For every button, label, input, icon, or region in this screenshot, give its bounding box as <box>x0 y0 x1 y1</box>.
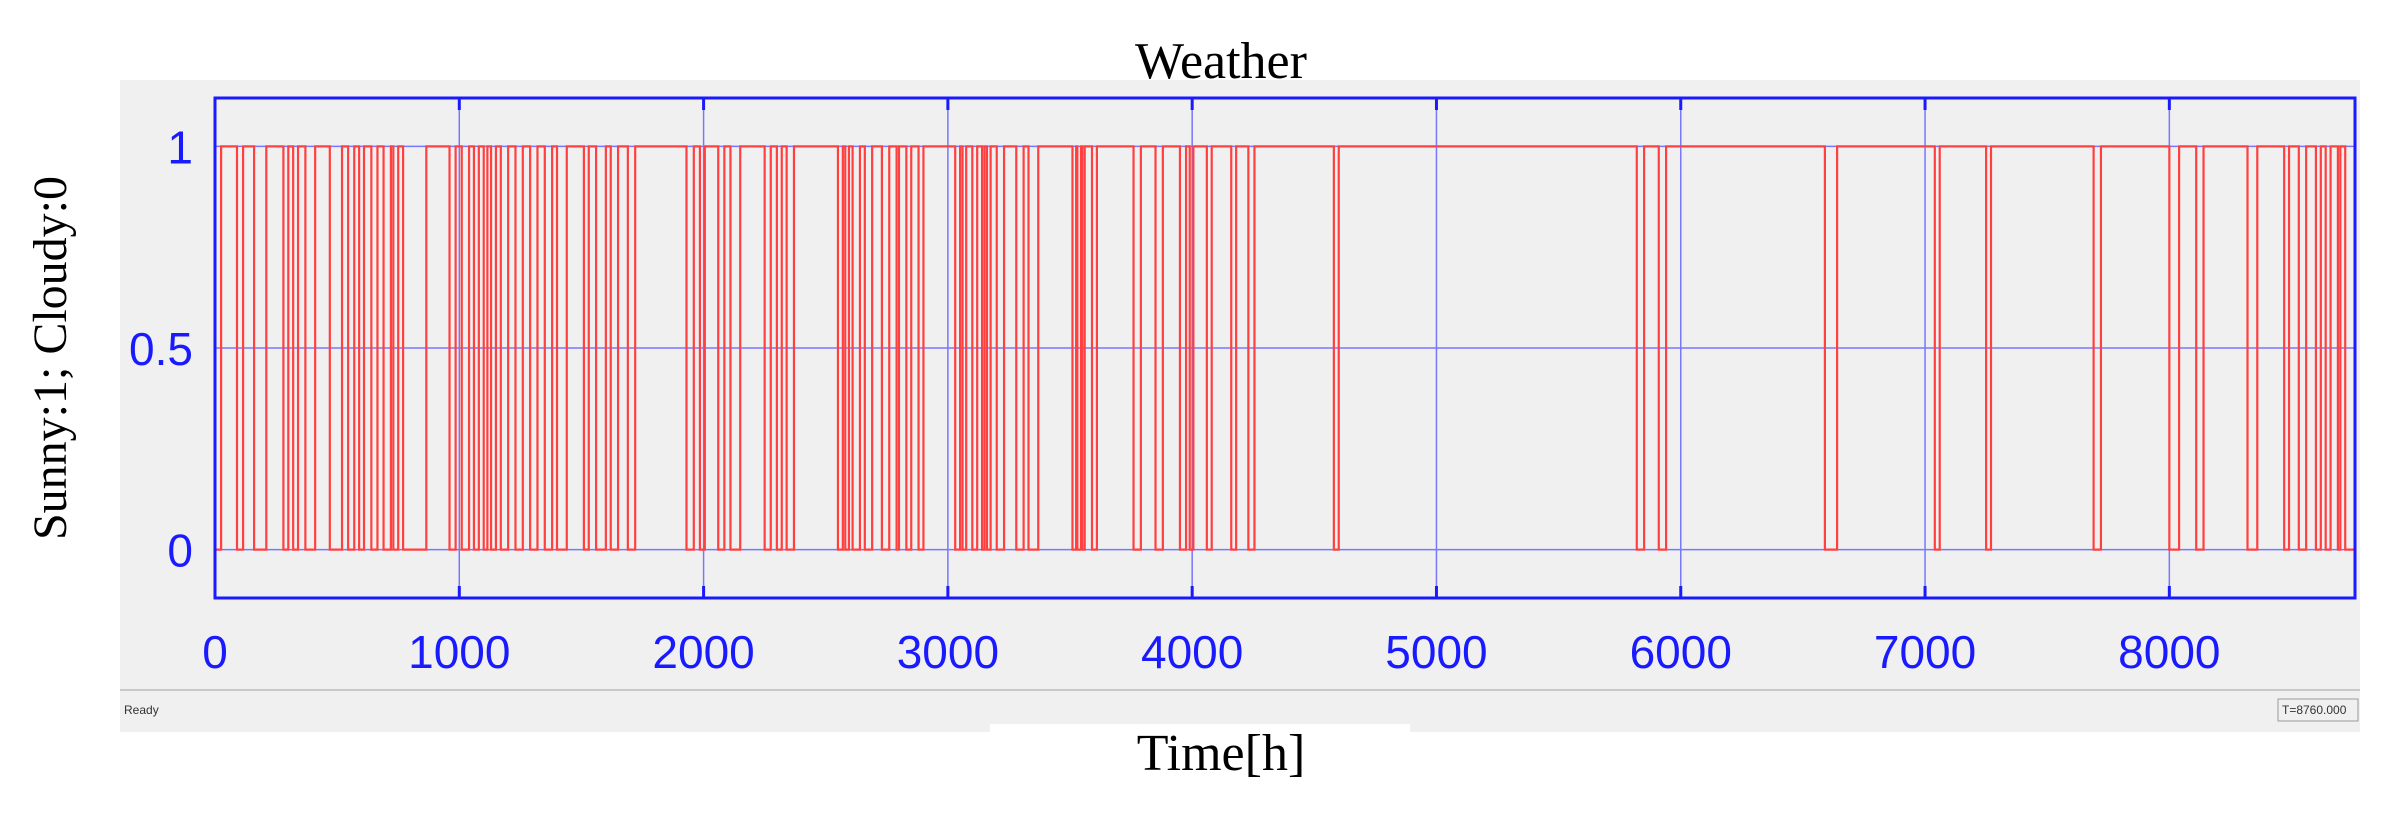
status-right: T=8760.000 <box>2282 703 2347 717</box>
x-tick-label-0: 0 <box>202 626 228 678</box>
status-left: Ready <box>124 703 159 717</box>
xlabel-backdrop <box>990 724 1410 794</box>
x-tick-label-6: 6000 <box>1630 626 1732 678</box>
series-group <box>213 145 2357 551</box>
y-tick-labels: 00.51 <box>129 121 193 576</box>
x-tick-label-7: 7000 <box>1874 626 1976 678</box>
x-tick-label-3: 3000 <box>897 626 999 678</box>
x-tick-label-2: 2000 <box>652 626 754 678</box>
x-tick-label-8: 8000 <box>2118 626 2220 678</box>
y-tick-label-1: 0.5 <box>129 323 193 375</box>
status-right-box <box>2277 698 2359 722</box>
x-tick-label-5: 5000 <box>1385 626 1487 678</box>
x-tick-labels: 0 1000 2000 3000 4000 5000 6000 7000 8000 <box>202 626 2220 678</box>
y-tick-label-2: 1 <box>167 121 193 173</box>
series-line-weather <box>213 145 2357 551</box>
x-axis-label: Time[h] <box>1137 725 1306 782</box>
chart-title: Weather <box>1135 33 1307 90</box>
y-axis-label: Sunny:1; Cloudy:0 <box>24 176 77 540</box>
x-tick-label-4: 4000 <box>1141 626 1243 678</box>
y-tick-label-0: 0 <box>167 525 193 577</box>
x-tick-label-1: 1000 <box>408 626 510 678</box>
plot-frame <box>213 96 2357 600</box>
